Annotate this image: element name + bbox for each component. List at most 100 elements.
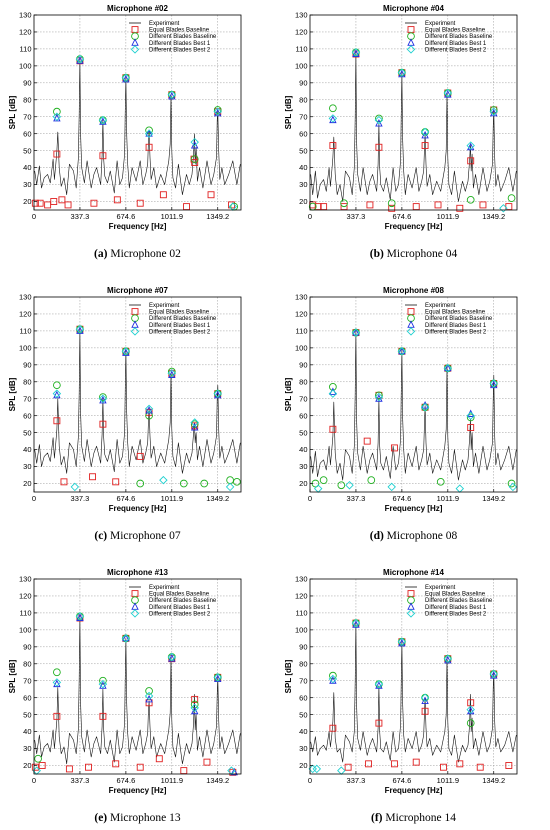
legend-marker-triangle xyxy=(407,320,415,328)
y-tick-label: 110 xyxy=(296,609,308,618)
experiment-line xyxy=(34,615,241,765)
data-point-diamond xyxy=(144,691,154,701)
data-point-diamond xyxy=(75,612,85,621)
data-point-square xyxy=(329,142,337,150)
data-point-circle xyxy=(34,754,42,763)
data-point-diamond xyxy=(443,654,453,663)
data-point-triangle xyxy=(352,328,360,336)
x-tick-label: 337.3 xyxy=(71,776,90,785)
legend-entry-label: Different Blades Best 1 xyxy=(149,323,211,329)
caption-text: Microphone 04 xyxy=(384,248,458,260)
y-axis-label: SPL [dB] xyxy=(8,377,17,411)
y-tick-label: 100 xyxy=(19,625,32,634)
y-tick-label: 60 xyxy=(299,129,307,138)
y-tick-label: 100 xyxy=(295,61,308,70)
data-point-square xyxy=(366,201,374,209)
data-point-diamond xyxy=(159,475,168,485)
y-tick-label: 40 xyxy=(23,445,31,454)
x-tick-label: 337.3 xyxy=(347,212,366,221)
data-point-diamond xyxy=(190,418,199,427)
x-tick-label: 0 xyxy=(308,212,312,221)
plot-frame xyxy=(33,14,242,211)
scatter-series xyxy=(53,55,239,211)
y-tick-label: 60 xyxy=(23,129,31,138)
y-tick-label: 50 xyxy=(299,146,307,155)
data-point-circle xyxy=(337,481,346,490)
data-point-square xyxy=(90,199,98,207)
data-point-circle xyxy=(507,194,516,202)
data-point-diamond xyxy=(351,48,361,57)
experiment-line xyxy=(34,328,241,474)
data-point-square xyxy=(467,424,475,432)
legend-entry-label: Different Blades Best 2 xyxy=(425,47,487,53)
y-tick-label: 20 xyxy=(23,479,31,488)
chart-panel: 20 30 40 50 60 70 80 90 100 110 120 130 0 337.3 674.6 1… xyxy=(8,286,242,542)
data-point-diamond xyxy=(213,389,222,398)
y-tick-label: 40 xyxy=(299,163,307,172)
legend-marker-square xyxy=(407,26,415,34)
data-point-diamond xyxy=(228,202,238,211)
data-point-square xyxy=(207,191,215,199)
caption-letter: (a) xyxy=(94,248,108,260)
scatter-series xyxy=(313,328,518,493)
x-tick-label: 674.6 xyxy=(116,212,135,221)
legend-marker-diamond xyxy=(130,609,140,618)
data-point-square xyxy=(203,758,211,766)
y-tick-label: 120 xyxy=(19,28,32,37)
legend-entry-label: Different Blades Best 1 xyxy=(425,41,487,47)
data-point-diamond xyxy=(121,73,131,82)
y-axis-label: SPL [dB] xyxy=(8,95,17,129)
legend-entry-label: Different Blades Best 2 xyxy=(149,47,211,53)
data-point-diamond xyxy=(397,637,407,646)
data-point-diamond xyxy=(489,669,498,679)
y-tick-label: 110 xyxy=(296,327,308,336)
data-point-triangle xyxy=(145,694,153,703)
data-point-diamond xyxy=(374,679,384,689)
experiment-line xyxy=(310,51,517,202)
y-tick-label: 50 xyxy=(299,710,307,719)
data-point-diamond xyxy=(345,480,354,490)
legend-entry-label: Different Blades Baseline xyxy=(149,34,217,40)
y-tick-label: 110 xyxy=(296,45,308,54)
legend-marker-square xyxy=(407,308,415,316)
data-point-diamond xyxy=(75,54,85,64)
plot-frame xyxy=(33,296,242,493)
data-point-diamond xyxy=(167,652,177,662)
data-point-diamond xyxy=(466,141,475,150)
y-tick-label: 70 xyxy=(299,676,307,685)
data-point-square xyxy=(329,724,337,732)
y-tick-label: 60 xyxy=(23,411,31,420)
data-point-diamond xyxy=(144,404,154,414)
legend-entry-label: Experiment xyxy=(425,585,456,591)
x-tick-label: 337.3 xyxy=(347,494,366,503)
x-tick-label: 674.6 xyxy=(116,776,135,785)
y-tick-label: 80 xyxy=(299,377,307,386)
legend-entry-label: Experiment xyxy=(149,585,180,591)
chart-title: Microphone #02 xyxy=(107,4,168,13)
caption-text: Microphone 13 xyxy=(107,812,181,824)
data-point-square xyxy=(44,201,52,209)
legend-marker-diamond xyxy=(406,327,416,336)
data-point-diamond xyxy=(328,389,338,398)
x-tick-label: 337.3 xyxy=(71,212,90,221)
y-tick-label: 50 xyxy=(299,428,307,437)
y-tick-label: 30 xyxy=(299,462,307,471)
x-tick-label: 674.6 xyxy=(392,494,411,503)
plot-frame xyxy=(33,578,242,775)
subfigure-caption: (b) Microphone 04 xyxy=(370,248,458,260)
data-point-square xyxy=(412,758,420,766)
y-tick-label: 110 xyxy=(20,609,32,618)
legend-entry-label: Different Blades Best 1 xyxy=(425,323,487,329)
y-tick-label: 80 xyxy=(23,659,31,668)
legend-entry-label: Different Blades Best 2 xyxy=(425,611,487,617)
data-point-square xyxy=(344,763,352,771)
data-point-square xyxy=(329,425,337,433)
x-tick-label: 337.3 xyxy=(71,494,90,503)
data-point-circle xyxy=(53,381,61,390)
scatter-series xyxy=(53,325,241,488)
data-point-square xyxy=(388,204,396,212)
x-tick-label: 337.3 xyxy=(347,776,366,785)
data-point-square xyxy=(191,695,199,703)
y-tick-label: 20 xyxy=(299,761,307,770)
data-point-diamond xyxy=(52,678,62,687)
